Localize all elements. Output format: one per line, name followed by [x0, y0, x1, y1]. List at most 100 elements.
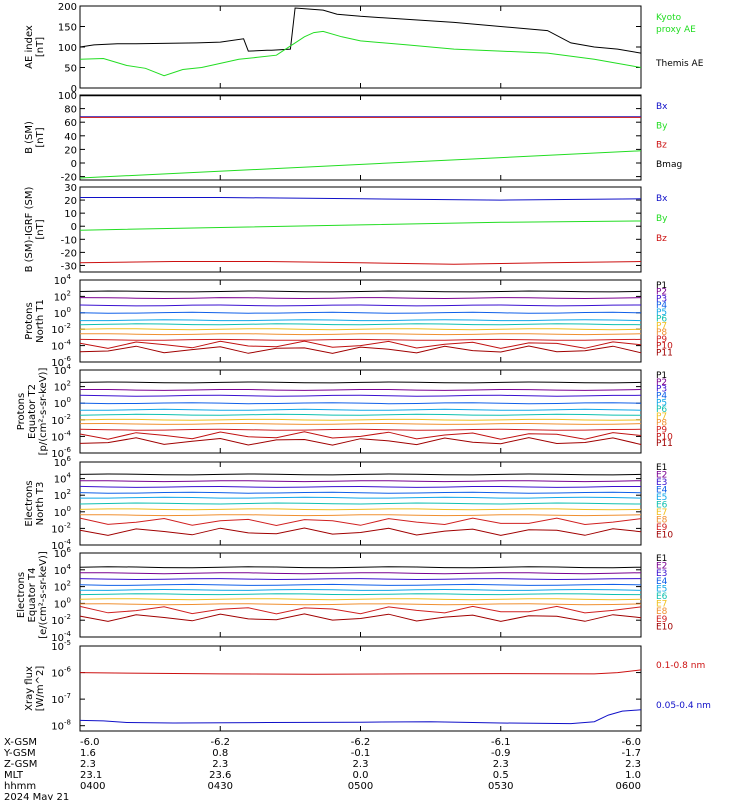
y-tick-label: 102 — [54, 580, 71, 594]
legend-entry: E10 — [656, 531, 673, 541]
x-tick-label: -6.2 — [210, 737, 230, 748]
series-line — [80, 197, 642, 201]
y-tick-label: 100 — [58, 43, 77, 54]
legend-entry: P10 — [656, 432, 673, 442]
legend-entry: E1 — [656, 463, 667, 473]
series-line — [79, 220, 642, 231]
y-axis-label: AE index[nT] — [24, 25, 46, 69]
y-axis-label: ProtonsEquator T2[p/(cm²-s-sr-keV)] — [16, 368, 49, 456]
legend-entry: E10 — [656, 622, 673, 632]
x-tick-label: -6.0 — [621, 737, 641, 748]
x-tick-label: 2.3 — [353, 759, 369, 770]
legend-entry: E5 — [656, 493, 667, 503]
y-tick-label: 20 — [64, 196, 77, 207]
x-tick-label: 23.1 — [80, 770, 102, 781]
series-line — [79, 297, 642, 300]
y-axis-label: B (SM)[nT] — [24, 121, 46, 154]
legend-entry: P9 — [656, 426, 667, 436]
legend-entry: P8 — [656, 419, 667, 429]
x-tick-label: -0.1 — [351, 748, 371, 759]
x-row-label: Y-GSM — [3, 748, 36, 759]
series-line — [80, 480, 642, 483]
y-tick-label: 60 — [64, 118, 77, 129]
y-tick-label: 102 — [54, 380, 71, 394]
legend-entry: E3 — [656, 569, 667, 579]
x-tick-label: 0.5 — [493, 770, 509, 781]
y-tick-label: -20 — [61, 173, 77, 184]
panel-ee: 10-4 10-2 100 102 104 106 ElectronsEquator T4[… — [16, 546, 673, 644]
panel-frame — [79, 645, 642, 732]
legend-entry: E9 — [656, 523, 668, 533]
legend-entry: Bz — [656, 234, 667, 244]
legend-entry: P6 — [656, 315, 667, 325]
series-line — [79, 485, 641, 488]
legend-entry: Bx — [656, 102, 668, 112]
y-axis-label: ElectronsEquator T4[e/(cm²-s-sr-keV)] — [16, 551, 49, 639]
x-tick-label: 1.6 — [80, 748, 96, 759]
y-tick-label: -20 — [61, 248, 77, 259]
series-line — [79, 345, 642, 354]
series-line — [79, 473, 642, 476]
y-tick-label: 10 — [64, 209, 77, 220]
series-line — [79, 605, 642, 615]
series-line — [79, 413, 642, 416]
legend-entry: E2 — [656, 471, 667, 481]
series-line — [79, 402, 642, 405]
x-tick-label: 0.0 — [353, 770, 369, 781]
series-line — [79, 150, 642, 179]
legend-entry: E8 — [656, 607, 668, 617]
x-tick-label: 0530 — [488, 781, 513, 792]
x-row-label: hhmm — [4, 781, 36, 792]
series-line — [79, 30, 642, 77]
y-tick-label: 40 — [64, 132, 77, 143]
y-axis-label: B (SM)-IGRF (SM)[nT] — [24, 187, 46, 273]
legend-entry: P9 — [656, 335, 667, 345]
series-line — [79, 431, 642, 440]
legend-entry: E2 — [656, 562, 667, 572]
x-row-label: Z-GSM — [4, 759, 37, 770]
y-tick-label: 10-4 — [51, 630, 71, 644]
legend-entry: E3 — [656, 478, 667, 488]
series-line — [79, 340, 642, 349]
panel-ae: 0 50 100 150 200 AE index[nT] Kyoto proxy AE The… — [24, 2, 704, 95]
y-tick-label: 104 — [54, 273, 72, 287]
legend-entry: 0.1-0.8 nm — [656, 661, 705, 671]
x-tick-label: 0500 — [348, 781, 373, 792]
panel-pn: 10-6 10-4 10-2 100 102 104 ProtonsNorth T1 P1P2… — [24, 273, 673, 369]
legend-entry: P7 — [656, 412, 667, 422]
legend-entry: P2 — [656, 378, 667, 388]
y-tick-label: 100 — [54, 596, 71, 610]
x-tick-label: 1.0 — [625, 770, 641, 781]
y-tick-label: 10-6 — [51, 446, 71, 460]
y-tick-label: 104 — [54, 563, 72, 577]
y-tick-label: -30 — [61, 261, 77, 272]
x-tick-label: 0.8 — [212, 748, 228, 759]
series-line — [79, 311, 642, 314]
y-tick-label: 80 — [64, 105, 77, 116]
legend-entry: P7 — [656, 321, 667, 331]
y-axis-label: ElectronsNorth T3 — [24, 480, 46, 526]
x-tick-label: -1.7 — [621, 748, 641, 759]
legend-entry: E4 — [656, 577, 668, 587]
series-line — [79, 323, 642, 326]
x-axis-table: X-GSM -6.0 -6.2 -6.2 -6.1 -6.0 Y-GSM 1.6 0.8 -0.1… — [3, 737, 641, 800]
panel-pe: 10-6 10-4 10-2 100 102 104 ProtonsEquator T2[p… — [16, 363, 673, 460]
y-tick-label: 10-8 — [51, 719, 71, 733]
y-tick-label: 10-6 — [51, 666, 71, 680]
series-line — [79, 261, 642, 265]
y-tick-label: 100 — [58, 91, 77, 102]
series-line — [79, 598, 642, 601]
legend-entry: Bz — [656, 141, 667, 151]
series-line — [79, 583, 642, 586]
legend-entry: Themis AE — [655, 59, 704, 69]
legend-entry: P1 — [656, 281, 667, 291]
series-line — [79, 437, 642, 446]
legend-entry: E7 — [656, 508, 667, 518]
y-tick-label: 10-4 — [51, 339, 71, 353]
y-tick-label: 10-5 — [51, 639, 71, 653]
y-tick-label: 20 — [64, 145, 77, 156]
series-line — [79, 502, 642, 505]
x-tick-label: -0.9 — [491, 748, 511, 759]
